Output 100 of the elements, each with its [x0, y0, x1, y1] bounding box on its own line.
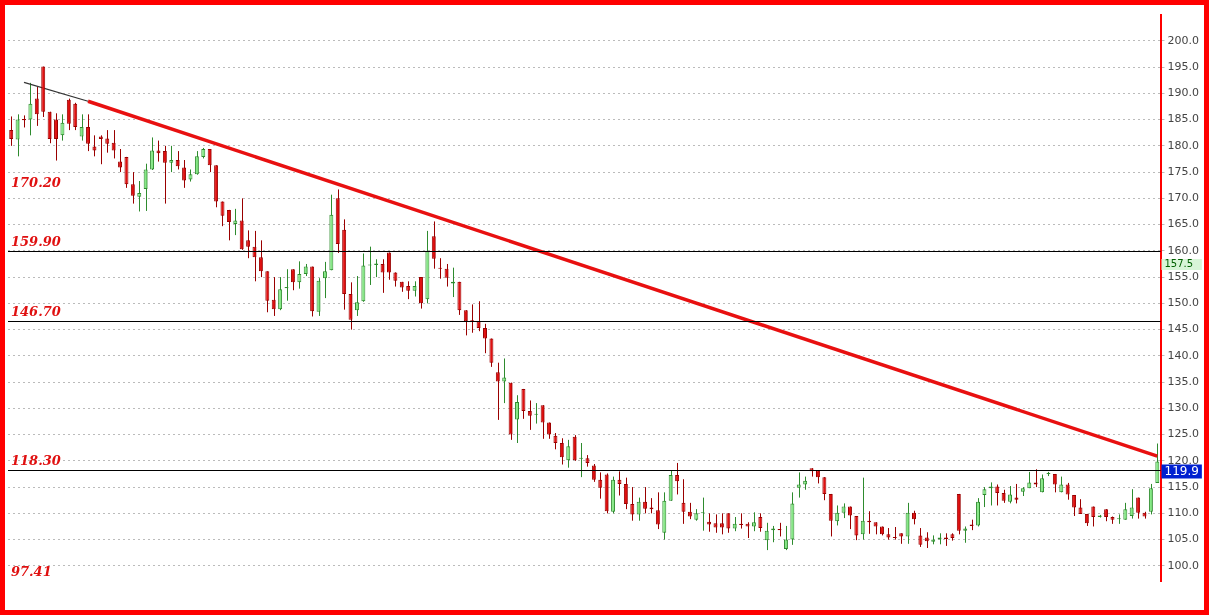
y-tick-label: 150.0 — [1167, 296, 1200, 310]
candlestick — [194, 150, 199, 176]
candlestick — [598, 471, 603, 500]
candlestick — [28, 82, 33, 136]
y-tick-label: 135.0 — [1167, 374, 1200, 388]
candlestick — [278, 276, 283, 311]
candlestick — [483, 323, 487, 354]
y-tick-label: 195.0 — [1167, 59, 1200, 73]
ref-line-label: 118.30 — [11, 453, 61, 469]
candlestick — [66, 98, 71, 131]
y-tick-label: 115.0 — [1167, 479, 1200, 493]
candlestick — [1155, 443, 1160, 484]
candlestick — [386, 251, 391, 281]
candlestick — [495, 362, 500, 421]
candlestick — [918, 527, 923, 548]
candlestick — [854, 515, 859, 541]
y-tick-label: 125.0 — [1167, 427, 1200, 441]
candlestick — [764, 522, 769, 551]
text: 157.5 — [1164, 257, 1194, 269]
y-tick-label: 180.0 — [1167, 138, 1200, 152]
annotation: 170.20 — [11, 175, 61, 191]
candlestick — [86, 113, 91, 152]
candlestick — [380, 258, 385, 294]
candlestick — [34, 86, 39, 127]
candlestick — [233, 208, 238, 236]
candlestick — [995, 483, 1000, 506]
candlestick — [835, 504, 840, 526]
candlestick — [130, 171, 135, 205]
y-tick-label: 140.0 — [1167, 348, 1200, 362]
candlestick — [719, 512, 724, 535]
y-tick-label: 110.0 — [1167, 506, 1200, 520]
candlestick — [976, 497, 981, 527]
candlestick — [860, 477, 865, 541]
y-tick-label: 160.0 — [1167, 243, 1200, 257]
candlestick — [636, 497, 641, 522]
y-tick-label: 145.0 — [1167, 322, 1200, 336]
candlestick — [111, 129, 116, 159]
y-tick-label: 105.0 — [1167, 532, 1200, 546]
candlestick — [162, 145, 167, 205]
candlestick — [143, 163, 148, 212]
candlestick — [668, 470, 673, 502]
candlestick — [623, 477, 628, 510]
candlestick — [297, 260, 302, 290]
candlestick — [54, 112, 59, 162]
candlestick — [444, 263, 449, 288]
candlestick — [521, 388, 526, 420]
candlestick — [258, 239, 263, 278]
y-tick-label: 165.0 — [1167, 217, 1200, 231]
candlestick — [559, 437, 564, 466]
candlestick — [905, 502, 910, 545]
candlestick — [226, 209, 231, 241]
y-tick-label: 200.0 — [1167, 33, 1200, 47]
candlestick — [92, 134, 97, 157]
y-tick-label: 130.0 — [1167, 401, 1200, 415]
candlestick — [617, 470, 622, 496]
candlestick — [150, 136, 155, 171]
candlestick — [489, 338, 494, 368]
candlestick — [643, 486, 648, 514]
candlestick — [630, 486, 635, 522]
candlestick — [354, 275, 359, 317]
candlestick — [73, 102, 78, 131]
y-tick-label: 190.0 — [1167, 86, 1200, 100]
candlestick — [751, 511, 756, 532]
candlestick — [527, 399, 532, 431]
candlestick — [322, 261, 327, 299]
candlestick — [758, 512, 763, 533]
y-tick-label: 185.0 — [1167, 112, 1200, 126]
y-tick-label: 155.0 — [1167, 269, 1200, 283]
y-tick-label: 100.0 — [1167, 558, 1200, 572]
y-tick-label: 175.0 — [1167, 164, 1200, 178]
candlestick — [137, 180, 142, 212]
candlestick — [169, 145, 174, 173]
candlestick — [675, 462, 680, 495]
candlestick — [1148, 483, 1153, 515]
annotation: 97.41 — [11, 563, 52, 579]
ref-line-label: 159.90 — [11, 234, 61, 250]
candlestick — [502, 357, 507, 404]
candlestick — [98, 134, 103, 165]
candlestick — [207, 148, 212, 173]
text: 119.9 — [1164, 463, 1199, 478]
candlestick — [9, 115, 14, 147]
candlestick — [431, 220, 436, 270]
candlestick — [60, 113, 65, 142]
candlestick — [105, 129, 110, 154]
candlestick — [182, 159, 187, 189]
candlestick — [476, 300, 481, 332]
candlestick — [515, 394, 520, 444]
y-tick-label: 170.0 — [1167, 191, 1200, 205]
candlestick — [79, 113, 84, 142]
candlestick — [540, 404, 545, 440]
ref-line-label: 146.70 — [11, 304, 61, 320]
candlestick — [982, 486, 987, 508]
candlestick — [246, 229, 251, 259]
candlestick — [655, 491, 660, 530]
candlestick — [572, 434, 577, 462]
candlestick — [348, 281, 353, 331]
candlestick — [271, 276, 276, 317]
candlestick — [796, 471, 801, 499]
candlestick — [1129, 488, 1134, 520]
candlestick — [175, 150, 180, 170]
